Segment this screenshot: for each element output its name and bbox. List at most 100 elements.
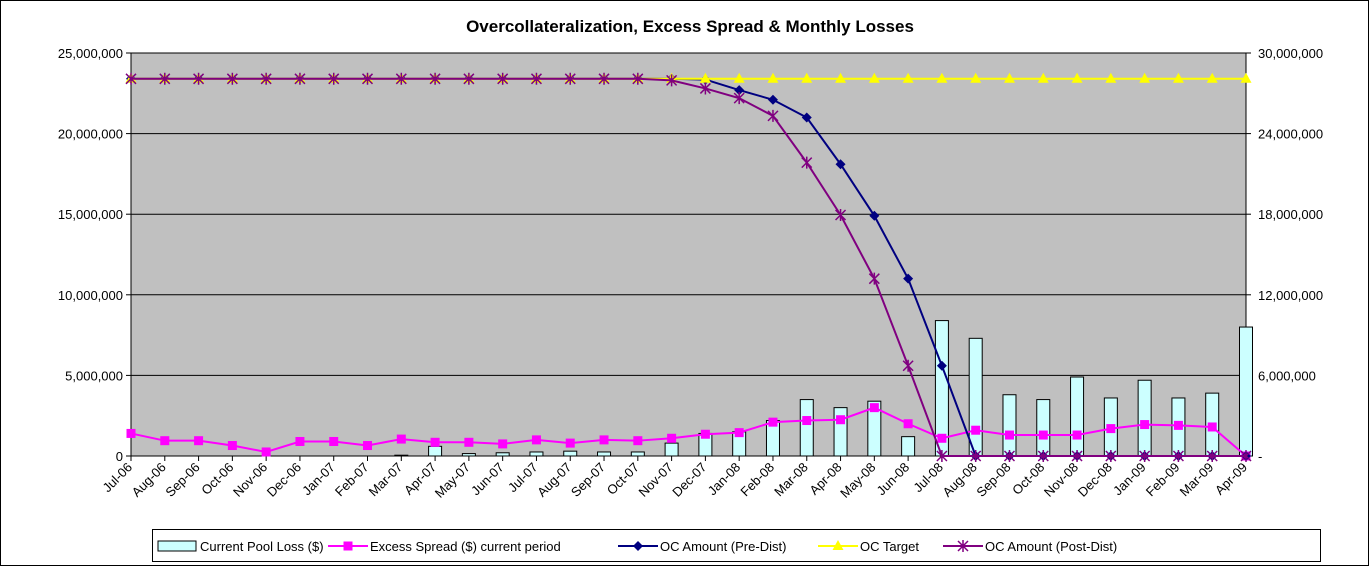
y2-tick-label: 30,000,000 [1258,46,1323,61]
point [767,94,778,105]
y-tick-label: 20,000,000 [58,127,123,142]
legend-label: Current Pool Loss ($) [200,539,324,554]
point [1139,450,1151,462]
point [530,72,542,85]
point [1240,72,1252,83]
point [801,156,813,169]
point [126,428,136,438]
point [498,439,508,449]
point [1072,430,1082,440]
point [734,428,744,438]
point [295,436,305,446]
point [363,441,373,451]
legend-item: OC Target [818,539,919,554]
y2-tick-label: 6,000,000 [1258,368,1316,383]
legend-marker [957,540,969,552]
point [835,159,846,170]
point [767,109,779,122]
point [260,72,272,85]
point [1003,450,1016,462]
point [869,403,879,413]
point [734,85,745,96]
point [1206,450,1218,462]
point [226,72,238,85]
point [194,436,204,446]
line [131,77,1246,457]
bar [428,445,443,457]
point [836,415,846,425]
bar [1070,376,1085,457]
legend-marker [343,541,353,551]
point [1139,72,1151,83]
point [733,72,745,83]
point [1038,430,1048,440]
point [1240,450,1252,462]
line [130,406,1247,457]
point [1004,430,1014,440]
bar [529,451,544,457]
point [125,72,137,85]
bar [1137,379,1152,457]
point [1037,72,1049,83]
point [565,438,575,448]
bar [394,454,409,457]
point [227,441,237,451]
point [971,425,981,435]
point [396,434,406,444]
y-tick-label: 5,000,000 [65,368,123,383]
point [328,72,340,85]
legend-item: Current Pool Loss ($) [157,539,324,554]
bar [461,453,476,457]
bar [1036,399,1051,457]
point [768,417,778,427]
point [869,210,880,221]
point [801,72,813,83]
legend-item: Excess Spread ($) current period [328,539,561,554]
y2-tick-label: 18,000,000 [1258,207,1323,222]
point [868,272,880,285]
point [1003,72,1015,83]
bar [968,337,983,457]
point [497,72,509,85]
point [1172,72,1184,83]
legend-label: OC Amount (Pre-Dist) [660,539,786,554]
legend-item: OC Amount (Pre-Dist) [618,539,786,554]
point [160,436,170,446]
point [564,72,576,85]
point [632,72,644,85]
point [936,72,948,83]
y2-tick-label: 24,000,000 [1258,127,1323,142]
bar [901,436,916,457]
point [937,433,947,443]
point [970,450,982,462]
point [835,209,847,222]
point [699,82,711,95]
point [1207,422,1217,432]
point [1105,72,1117,83]
bar [1002,394,1017,457]
point [261,447,271,457]
point [802,416,812,426]
point [531,435,541,445]
plot-area [130,52,1247,457]
point [699,72,711,83]
bar [1239,326,1253,457]
point [868,72,880,83]
y2-tick-label: - [1258,449,1262,464]
point [1071,72,1083,83]
point [1140,420,1150,430]
point [767,72,779,83]
point [902,72,914,83]
bar [799,399,814,457]
point [936,360,947,371]
point [903,419,913,429]
point [1206,72,1218,83]
bar [630,451,645,457]
point [1037,450,1049,462]
bar [563,450,578,457]
point [1173,420,1183,430]
bar [867,400,882,457]
chart-title: Overcollateralization, Excess Spread & M… [466,17,914,36]
